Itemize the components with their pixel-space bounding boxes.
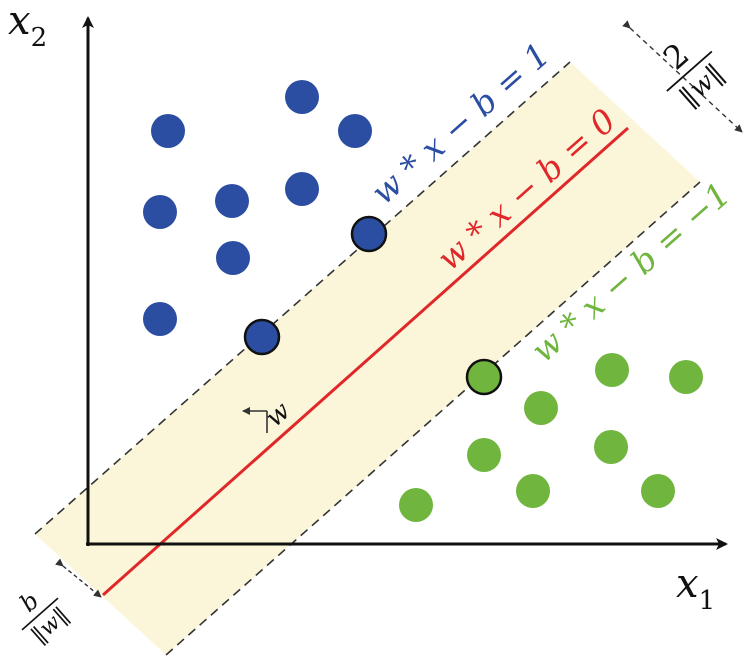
blue-point	[151, 114, 185, 148]
blue-point	[285, 172, 319, 206]
decision-hyperplane	[102, 126, 629, 597]
margin-fraction-bar	[666, 50, 713, 92]
margin-width-arrow	[622, 20, 743, 133]
offset-arrow	[55, 558, 102, 598]
offset-numerator: b	[14, 586, 44, 617]
green-point	[467, 438, 501, 472]
blue-support-vector	[243, 318, 281, 356]
green-support-vector	[465, 358, 503, 396]
green-point	[669, 360, 703, 394]
blue-point	[215, 184, 249, 218]
offset-fraction-bar	[21, 597, 59, 631]
x1-axis-label: x1	[676, 561, 715, 616]
green-point	[516, 474, 550, 508]
green-point	[594, 430, 628, 464]
blue-point	[285, 80, 319, 114]
green-class-points	[399, 353, 703, 522]
x2-axis-label: x2	[8, 0, 47, 53]
blue-point	[143, 195, 177, 229]
green-point	[399, 488, 433, 522]
margin-width-annotation: 2 ‖w‖	[622, 20, 743, 133]
green-point	[641, 474, 675, 508]
blue-class-points	[143, 80, 388, 356]
blue-support-vector	[350, 215, 388, 253]
blue-point	[338, 114, 372, 148]
green-point	[524, 391, 558, 425]
green-point	[595, 353, 629, 387]
blue-point	[216, 241, 250, 275]
blue-point	[143, 302, 177, 336]
